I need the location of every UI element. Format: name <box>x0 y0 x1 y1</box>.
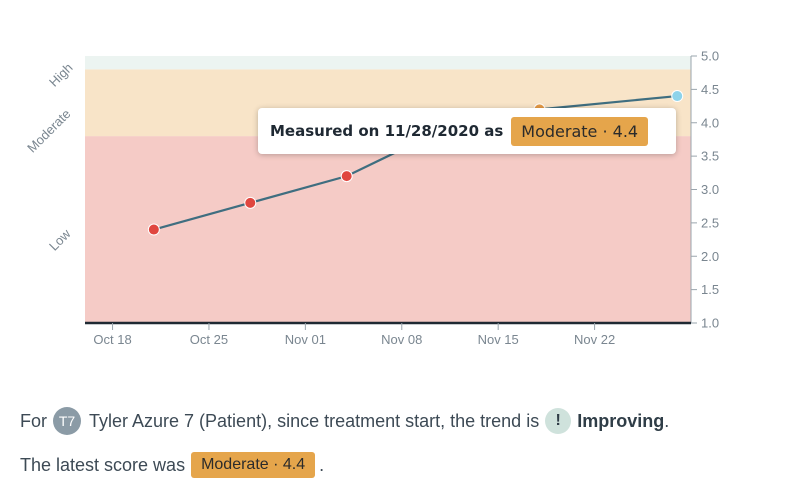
data-point <box>671 90 684 103</box>
y-tick-label: 4.5 <box>701 82 719 97</box>
alert-icon: ! <box>545 408 572 434</box>
x-tick-label: Nov 22 <box>574 332 615 347</box>
latest-score-label: The latest score was <box>20 454 186 475</box>
measurement-tooltip: Measured on 11/28/2020 as Moderate · 4.4 <box>258 108 676 154</box>
trend-summary: For T7 Tyler Azure 7 (Patient), since tr… <box>20 407 669 435</box>
y-tick-label: 1.0 <box>701 316 719 331</box>
y-tick-label: 2.0 <box>701 249 719 264</box>
band-label-moderate: Moderate <box>24 106 73 155</box>
tooltip-text: Measured on 11/28/2020 as <box>270 122 504 140</box>
band-high <box>85 56 691 70</box>
x-tick-label: Oct 25 <box>190 332 228 347</box>
x-tick-label: Nov 15 <box>478 332 519 347</box>
latest-score-summary: The latest score was Moderate · 4.4 . <box>20 451 324 479</box>
data-point <box>244 196 257 209</box>
for-label: For <box>20 410 47 431</box>
patient-avatar: T7 <box>53 407 81 435</box>
patient-text[interactable]: Tyler Azure 7 (Patient), since treatment… <box>89 410 540 431</box>
score-chart: Low Moderate High 5.0 4.5 4.0 3.5 3.0 2.5 2.0 1.5… <box>24 49 719 348</box>
x-tick-label: Nov 08 <box>381 332 422 347</box>
y-tick-label: 3.0 <box>701 182 719 197</box>
trend-period: . <box>664 410 670 431</box>
data-point <box>340 170 353 183</box>
tooltip-score-badge: Moderate · 4.4 <box>511 116 649 146</box>
latest-period: . <box>319 454 325 475</box>
y-tick-label: 1.5 <box>701 282 719 297</box>
band-low <box>85 136 691 323</box>
latest-score-badge: Moderate · 4.4 <box>191 452 316 478</box>
data-point <box>147 223 160 236</box>
y-tick-label: 2.5 <box>701 215 719 230</box>
trend-label[interactable]: Improving <box>577 410 665 431</box>
band-label-low: Low <box>46 226 74 254</box>
x-tick-label: Nov 01 <box>285 332 326 347</box>
y-tick-label: 3.5 <box>701 149 719 164</box>
band-label-high: High <box>46 60 76 90</box>
y-tick-label: 5.0 <box>701 49 719 64</box>
y-tick-label: 4.0 <box>701 115 719 130</box>
x-tick-label: Oct 18 <box>93 332 131 347</box>
